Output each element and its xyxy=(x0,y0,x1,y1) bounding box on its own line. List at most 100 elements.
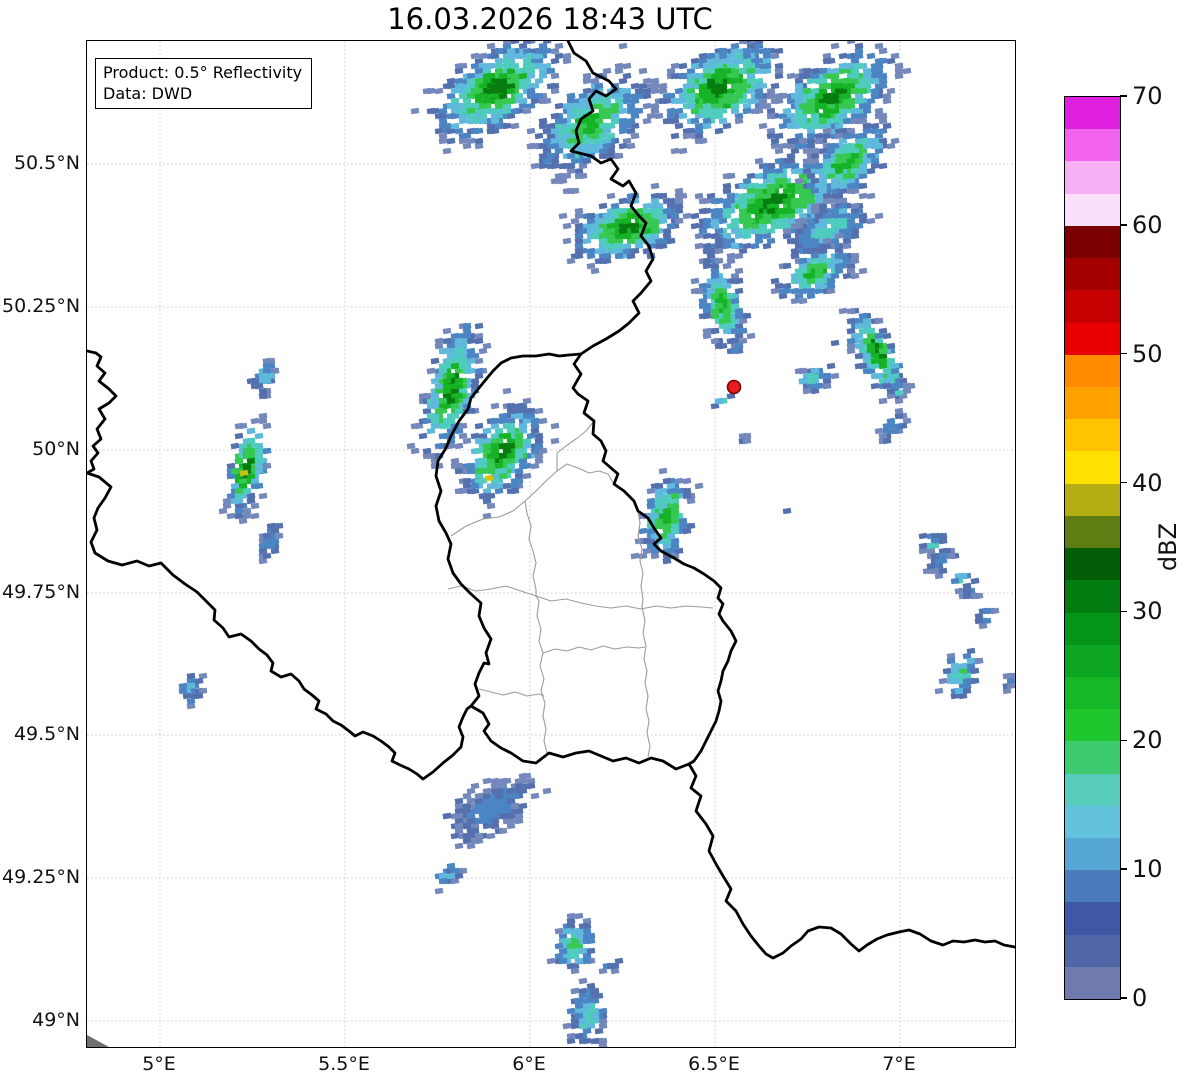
colorbar-tick-mark xyxy=(1120,95,1127,97)
echo-cluster xyxy=(838,307,916,405)
echo-cluster xyxy=(546,912,596,975)
echo-cluster xyxy=(434,862,468,895)
canton-border xyxy=(447,585,714,610)
colorbar-tick-label: 30 xyxy=(1132,597,1163,626)
colorbar-tick-label: 10 xyxy=(1132,855,1163,884)
colorbar-segment xyxy=(1065,902,1120,935)
colorbar-segment xyxy=(1065,580,1120,613)
colorbar-segment xyxy=(1065,644,1120,677)
echo-cluster xyxy=(918,532,948,560)
echo-cluster xyxy=(794,112,900,210)
colorbar-segment xyxy=(1065,548,1120,581)
colorbar-segment xyxy=(1065,805,1120,839)
colorbar-tick-label: 40 xyxy=(1132,468,1163,497)
colorbar-segment xyxy=(1065,773,1120,806)
product-info-line2: Data: DWD xyxy=(103,84,193,103)
echo-cluster xyxy=(934,647,984,700)
canton-border xyxy=(637,510,651,758)
colorbar-tick-mark xyxy=(1120,352,1127,355)
lon-tick-label: 7°E xyxy=(882,1053,916,1075)
echo-cluster xyxy=(650,41,804,155)
echo-cluster xyxy=(750,41,912,165)
lat-tick-label: 50°N xyxy=(32,438,80,460)
colorbar-tick-mark xyxy=(1120,481,1127,484)
radar-site-dot xyxy=(726,379,742,395)
colorbar-segment xyxy=(1065,97,1120,130)
colorbar xyxy=(1064,96,1121,1000)
echo-cluster xyxy=(558,182,688,275)
colorbar-tick-mark xyxy=(1120,739,1127,742)
echo-speck xyxy=(484,474,494,482)
lon-tick-label: 6.5°E xyxy=(688,1053,740,1075)
echo-cluster xyxy=(690,247,756,350)
echo-cluster xyxy=(770,232,868,305)
canton-border xyxy=(450,463,615,537)
canton-border xyxy=(524,500,548,754)
border-france-germany xyxy=(687,762,1015,960)
echo-cluster xyxy=(782,192,884,265)
border-luxembourg-east xyxy=(571,352,738,766)
canton-border xyxy=(542,645,646,654)
colorbar-segment xyxy=(1065,483,1120,516)
echo-cluster xyxy=(738,432,752,445)
colorbar-segment xyxy=(1065,870,1120,903)
echo-cluster xyxy=(922,547,960,580)
border-luxembourg-west xyxy=(434,352,583,708)
lat-tick-label: 49.75°N xyxy=(2,581,81,603)
echo-speck xyxy=(239,469,249,477)
colorbar-segment xyxy=(1065,193,1120,226)
colorbar-segment xyxy=(1065,709,1120,742)
echo-cluster xyxy=(406,322,492,470)
radar-site-marker xyxy=(726,379,742,395)
colorbar-tick-mark xyxy=(1120,868,1127,870)
echo-cluster xyxy=(874,407,912,445)
gridlines xyxy=(87,41,1015,1047)
map-plot-area: Product: 0.5° Reflectivity Data: DWD xyxy=(86,40,1016,1048)
colorbar-tick-mark xyxy=(1120,997,1127,999)
colorbar-tick-label: 20 xyxy=(1132,726,1163,755)
colorbar-segment xyxy=(1065,354,1120,387)
border-belgium-germany xyxy=(566,41,655,356)
colorbar-tick-mark xyxy=(1120,224,1127,226)
echo-cluster xyxy=(1002,672,1015,695)
border-belgium-france xyxy=(87,349,473,781)
echo-cluster xyxy=(410,41,572,155)
lat-tick-label: 50.25°N xyxy=(2,295,81,317)
echo-cluster xyxy=(450,387,560,520)
district-borders xyxy=(447,420,714,758)
lat-tick-label: 49.5°N xyxy=(13,723,80,745)
echo-cluster xyxy=(726,342,744,355)
product-info-box: Product: 0.5° Reflectivity Data: DWD xyxy=(95,58,313,109)
echo-cluster xyxy=(442,772,552,850)
colorbar-segment xyxy=(1065,741,1120,774)
colorbar-tick-label: 0 xyxy=(1132,984,1148,1012)
colorbar-segment xyxy=(1065,322,1120,355)
colorbar-segment xyxy=(1065,515,1120,549)
colorbar-segment xyxy=(1065,129,1120,162)
canton-border xyxy=(556,420,595,471)
product-info-line1: Product: 0.5° Reflectivity xyxy=(103,63,303,82)
lat-tick-label: 49°N xyxy=(32,1009,80,1031)
colorbar-tick-mark xyxy=(1120,610,1127,613)
colorbar-segment xyxy=(1065,161,1120,194)
echo-cluster xyxy=(246,357,280,400)
echo-cluster xyxy=(258,522,284,565)
colorbar-segment xyxy=(1065,612,1120,645)
colorbar-segment xyxy=(1065,290,1120,323)
echo-cluster xyxy=(794,362,840,395)
colorbar-segment xyxy=(1065,451,1120,484)
colorbar-tick-label: 50 xyxy=(1132,339,1163,368)
canton-border xyxy=(478,688,545,697)
echo-cluster xyxy=(974,607,1000,630)
colorbar-segment xyxy=(1065,934,1120,967)
echo-cluster xyxy=(178,672,208,710)
colorbar-segment xyxy=(1065,386,1120,420)
country-borders xyxy=(87,41,1015,960)
echo-cluster xyxy=(562,977,608,1047)
colorbar-segment xyxy=(1065,676,1120,710)
map-canvas xyxy=(87,41,1015,1047)
colorbar-segment xyxy=(1065,838,1120,871)
lon-tick-label: 6°E xyxy=(512,1053,546,1075)
echo-cluster xyxy=(950,572,972,585)
